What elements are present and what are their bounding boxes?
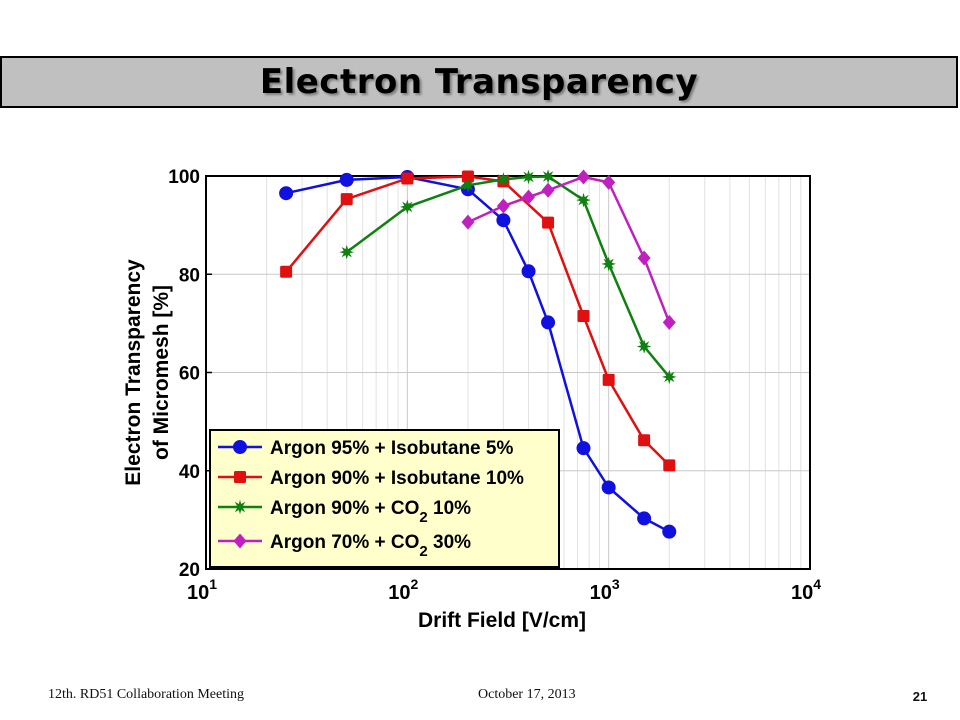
data-point bbox=[541, 315, 556, 330]
x-tick-label: 104 bbox=[791, 576, 821, 604]
data-point bbox=[601, 480, 616, 495]
data-point bbox=[576, 192, 591, 208]
data-point bbox=[400, 199, 415, 215]
data-point bbox=[339, 172, 354, 187]
data-point bbox=[461, 170, 474, 183]
data-point bbox=[496, 172, 511, 187]
series-3 bbox=[339, 169, 677, 385]
series-line bbox=[285, 175, 671, 467]
data-point bbox=[522, 189, 536, 205]
legend-entry: Argon 95% + Isobutane 5% bbox=[270, 438, 513, 459]
data-point bbox=[340, 193, 353, 206]
legend-marker bbox=[233, 533, 247, 549]
y-tick-label: 100 bbox=[168, 167, 200, 188]
legend-entry: Argon 90% + CO2 10% bbox=[270, 498, 471, 526]
legend-marker bbox=[232, 499, 248, 515]
title-bar: Electron Transparency bbox=[0, 56, 958, 108]
data-point bbox=[339, 244, 354, 260]
y-tick-label: 80 bbox=[179, 265, 200, 286]
x-axis-label: Drift Field [V/cm] bbox=[418, 609, 586, 632]
data-point bbox=[602, 174, 616, 190]
data-point bbox=[577, 169, 591, 185]
page-number: 21 bbox=[912, 689, 928, 704]
series-2 bbox=[280, 170, 676, 472]
legend-marker bbox=[234, 471, 246, 483]
y-axis-label-line: of Micromesh [%] bbox=[150, 285, 173, 460]
footer-date: October 17, 2013 bbox=[478, 687, 576, 702]
data-point bbox=[602, 373, 615, 386]
legend-entry: Argon 90% + Isobutane 10% bbox=[270, 468, 524, 489]
series-line bbox=[345, 175, 671, 378]
data-point bbox=[662, 314, 676, 330]
data-point bbox=[576, 441, 591, 456]
x-tick-label: 101 bbox=[187, 576, 217, 604]
footer-meeting: 12th. RD51 Collaboration Meeting bbox=[48, 687, 244, 702]
data-point bbox=[496, 198, 510, 214]
data-point bbox=[662, 369, 677, 385]
data-point bbox=[401, 172, 414, 185]
data-point bbox=[638, 434, 651, 447]
x-tick-label: 103 bbox=[590, 576, 620, 604]
data-point bbox=[577, 310, 590, 323]
legend: Argon 95% + Isobutane 5% Argon 90% + Isob… bbox=[209, 429, 560, 568]
data-point bbox=[540, 169, 556, 184]
y-tick-label: 40 bbox=[179, 462, 200, 483]
data-point bbox=[461, 214, 475, 230]
data-point bbox=[521, 169, 536, 185]
data-point bbox=[663, 459, 676, 472]
legend-entry: Argon 70% + CO2 30% bbox=[270, 532, 471, 560]
y-tick-label: 20 bbox=[179, 560, 200, 581]
data-point bbox=[460, 178, 476, 193]
legend-box bbox=[209, 429, 560, 568]
y-axis-label: Electron Transparency of Micromesh [%] bbox=[122, 259, 173, 486]
data-point bbox=[496, 213, 511, 228]
data-point bbox=[279, 186, 294, 201]
y-tick-label: 60 bbox=[179, 364, 200, 385]
data-point bbox=[662, 524, 677, 539]
slide-title: Electron Transparency bbox=[259, 62, 699, 102]
legend-marker bbox=[233, 440, 247, 454]
y-axis-label-line: Electron Transparency bbox=[122, 259, 145, 486]
data-point bbox=[280, 265, 293, 278]
data-point bbox=[521, 264, 536, 279]
x-tick-label: 102 bbox=[388, 576, 418, 604]
data-point bbox=[637, 250, 651, 266]
data-point bbox=[542, 216, 555, 229]
data-point bbox=[636, 339, 652, 354]
series-1 bbox=[279, 169, 677, 539]
data-point bbox=[601, 256, 616, 272]
series-4 bbox=[461, 169, 676, 330]
data-point bbox=[541, 182, 555, 198]
data-point bbox=[637, 511, 652, 526]
